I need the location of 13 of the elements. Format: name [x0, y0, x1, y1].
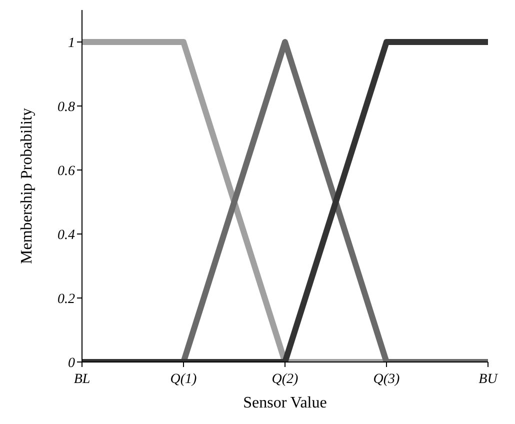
y-tick-label: 0.2: [58, 292, 75, 307]
y-tick-label: 0.6: [58, 164, 75, 179]
y-tick-label: 0.8: [58, 100, 75, 115]
y-tick-label: 1: [68, 36, 75, 51]
x-tick-label: BL: [74, 372, 90, 387]
x-tick-label: Q(1): [170, 372, 198, 387]
y-axis-title: Membership Probability: [18, 108, 36, 264]
y-tick-label: 0: [68, 356, 75, 371]
x-tick-label: Q(2): [272, 372, 299, 387]
x-axis-title: Sensor Value: [243, 394, 327, 412]
x-tick-label: Q(3): [373, 372, 400, 387]
x-tick-label: BU: [478, 372, 498, 387]
y-tick-label: 0.4: [58, 228, 75, 243]
